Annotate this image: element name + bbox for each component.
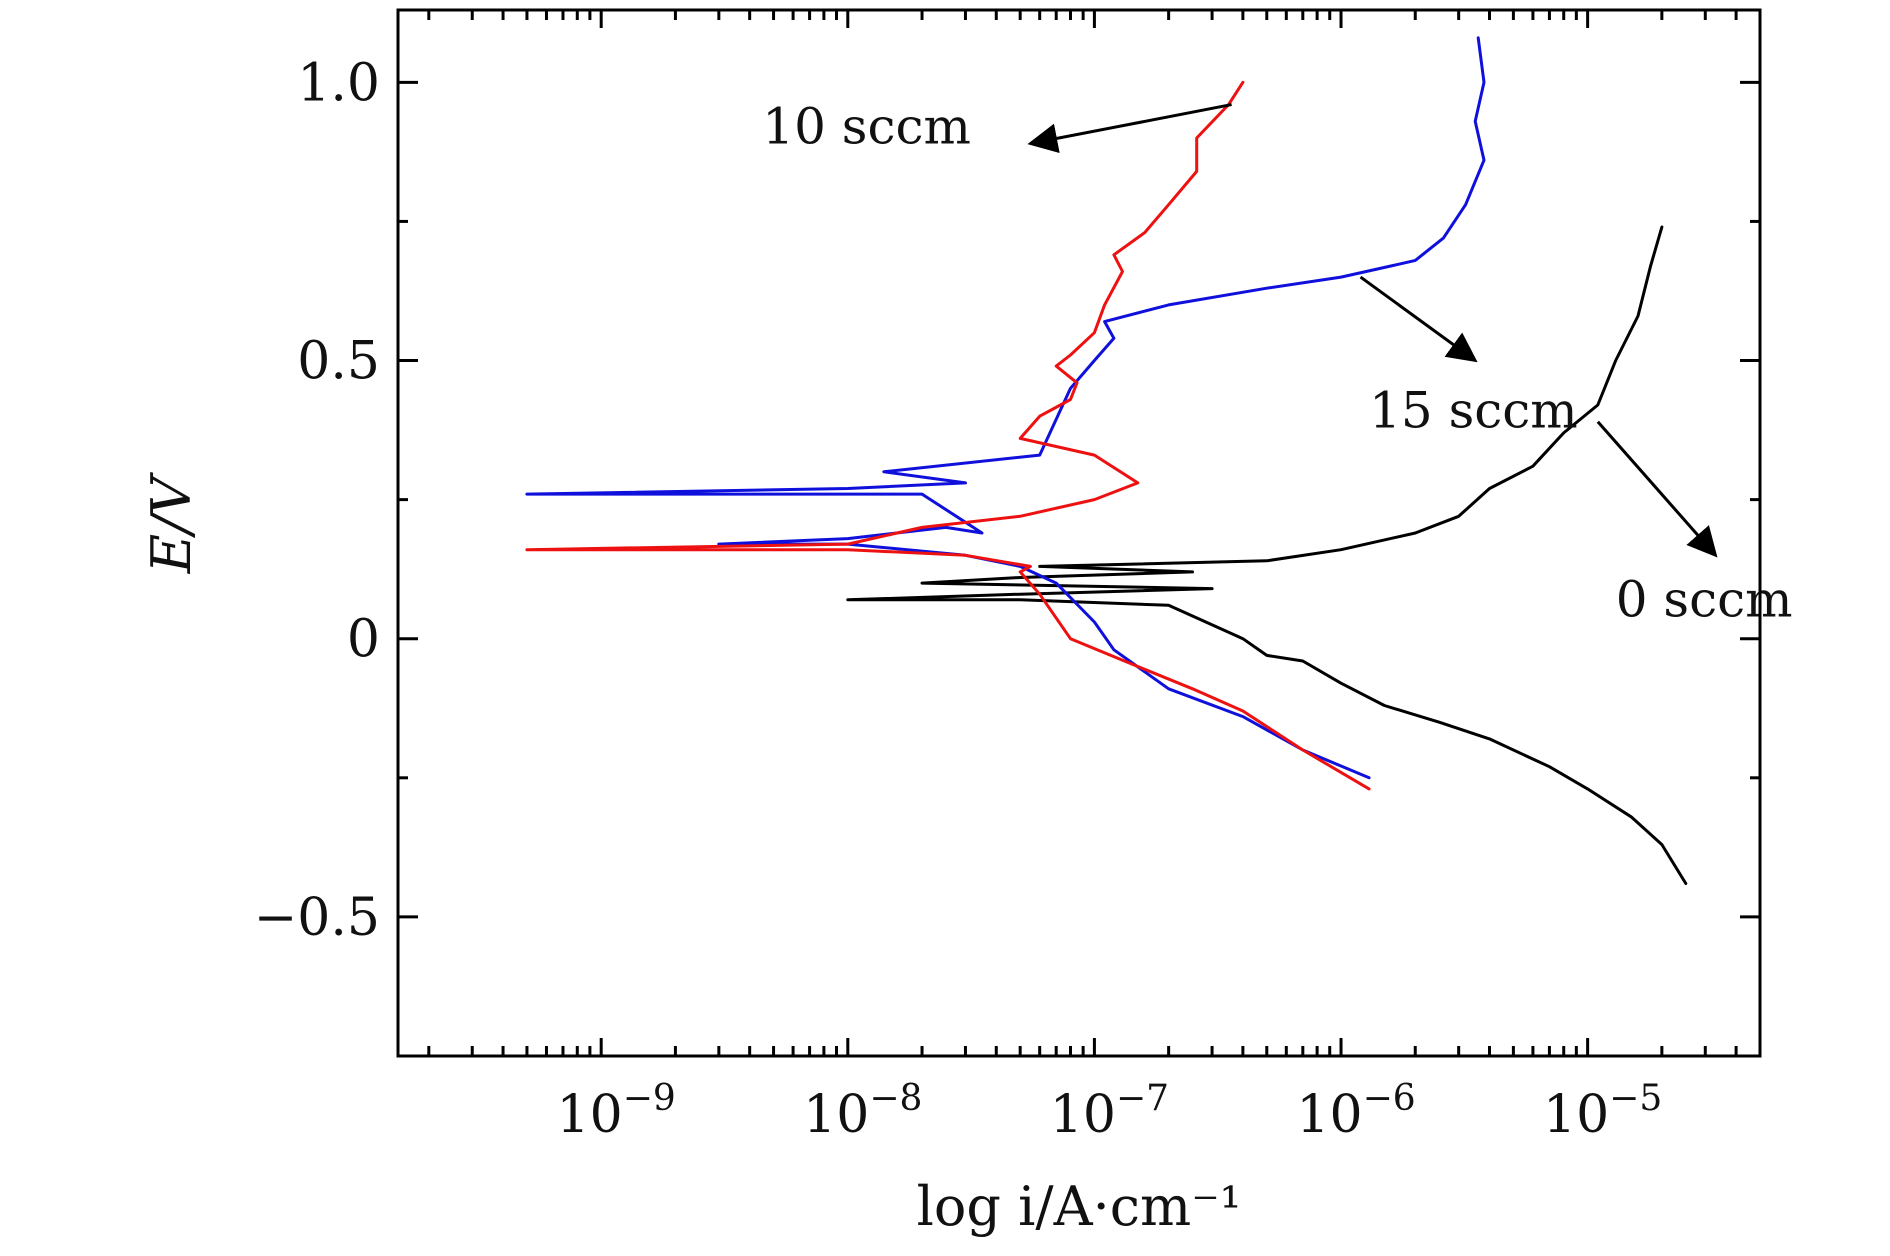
y-tick-label: 0.5 bbox=[297, 332, 380, 392]
y-axis-label: E/V bbox=[140, 472, 203, 575]
annotation-label: 10 sccm bbox=[762, 98, 971, 156]
x-tick-label: 10−8 bbox=[803, 1078, 922, 1145]
x-axis-label: log i/A·cm⁻¹ bbox=[917, 1175, 1242, 1238]
x-axis: 10−9 10−8 10−7 10−6 10−5 bbox=[427, 10, 1762, 1145]
annotation-arrow bbox=[1359, 275, 1478, 363]
plot-frame bbox=[396, 8, 1762, 1058]
y-tick-label: 1.0 bbox=[297, 53, 380, 113]
x-tick-label: 10−5 bbox=[1543, 1078, 1662, 1145]
x-tick-label: 10−6 bbox=[1296, 1078, 1415, 1145]
series-line-10-sccm bbox=[525, 80, 1371, 791]
series-line-0-sccm bbox=[846, 225, 1688, 885]
series-line-15-sccm bbox=[525, 36, 1486, 780]
y-axis: 1.0 0.5 0 −0.5 bbox=[254, 53, 1760, 948]
series-layer bbox=[525, 36, 1688, 885]
x-tick-label: 10−7 bbox=[1050, 1078, 1169, 1145]
annotation-layer: 10 sccm 15 sccm 0 sccm bbox=[762, 98, 1792, 629]
x-tick-label: 10−9 bbox=[557, 1078, 676, 1145]
annotation-label: 15 sccm bbox=[1369, 381, 1578, 439]
y-tick-label: −0.5 bbox=[254, 888, 380, 948]
y-tick-label: 0 bbox=[347, 610, 380, 670]
annotation-arrow bbox=[1027, 103, 1232, 154]
annotation-label: 0 sccm bbox=[1616, 570, 1793, 628]
annotation-arrow bbox=[1596, 420, 1718, 558]
